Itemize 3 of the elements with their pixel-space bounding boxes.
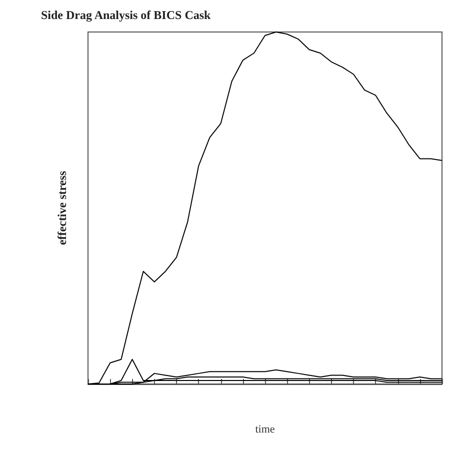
- x-axis-title: time: [255, 424, 275, 436]
- chart-title: Side Drag Analysis of BICS Cask: [41, 8, 212, 22]
- y-axis-title: effective stress: [55, 170, 69, 246]
